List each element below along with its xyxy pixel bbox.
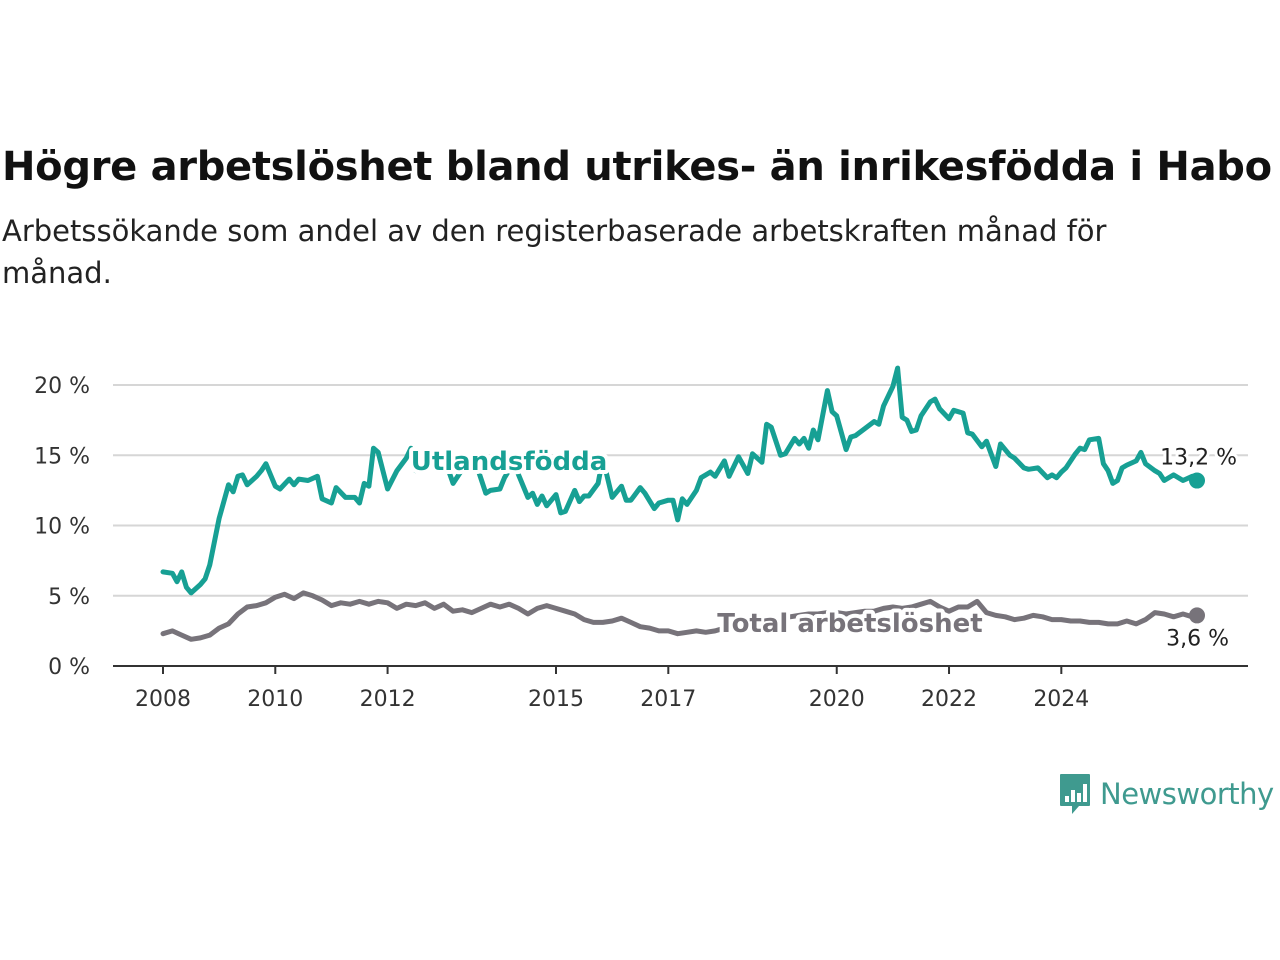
series-line-1 bbox=[160, 590, 1200, 642]
series-label: Utlandsfödda bbox=[411, 447, 608, 477]
series-end-marker-1 bbox=[1189, 607, 1205, 624]
brand-logo: Newsworthy bbox=[1058, 772, 1274, 816]
series-label-halo: Utlandsfödda bbox=[411, 447, 608, 477]
chart-title: Högre arbetslöshet bland utrikes- än inr… bbox=[2, 144, 1272, 190]
end-value-halo: 3,6 % bbox=[1166, 626, 1229, 651]
x-tick-label: 2024 bbox=[1033, 687, 1089, 712]
x-tick-label: 2008 bbox=[135, 687, 191, 712]
series-end-marker-0 bbox=[1189, 472, 1205, 489]
series-line-0 bbox=[160, 365, 1200, 596]
y-tick-label: 5 % bbox=[48, 585, 90, 610]
x-tick-label: 2020 bbox=[809, 687, 865, 712]
y-tick-label: 10 % bbox=[34, 515, 90, 540]
y-tick-label: 0 % bbox=[48, 655, 90, 680]
x-tick-label: 2017 bbox=[640, 687, 696, 712]
x-tick-label: 2022 bbox=[921, 687, 977, 712]
end-value-label: 13,2 % bbox=[1160, 446, 1237, 471]
brand-name: Newsworthy bbox=[1100, 777, 1274, 811]
x-tick-label: 2010 bbox=[247, 687, 303, 712]
x-tick-label: 2012 bbox=[360, 687, 416, 712]
y-tick-label: 15 % bbox=[34, 444, 90, 469]
series-label-halo: Total arbetslöshet bbox=[717, 609, 982, 639]
y-tick-label: 20 % bbox=[34, 374, 90, 399]
chart-subtitle: Arbetssökande som andel av den registerb… bbox=[2, 214, 1107, 290]
series-label: Total arbetslöshet bbox=[717, 609, 982, 639]
x-tick-label: 2015 bbox=[528, 687, 584, 712]
end-value-label: 3,6 % bbox=[1166, 626, 1229, 651]
newsworthy-icon bbox=[1060, 774, 1090, 814]
end-value-halo: 13,2 % bbox=[1160, 446, 1237, 471]
